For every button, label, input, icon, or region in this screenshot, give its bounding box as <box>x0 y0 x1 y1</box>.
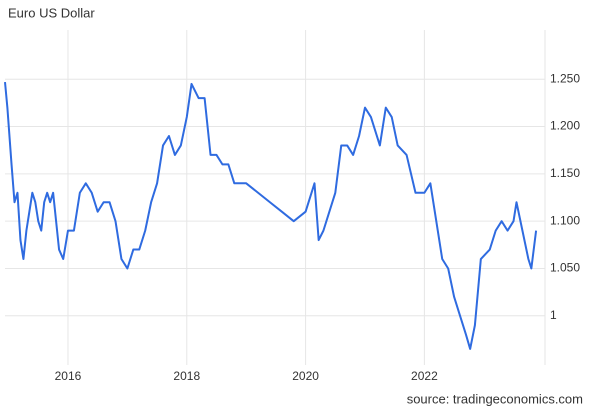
y-tick-label: 1.200 <box>550 119 580 133</box>
x-tick-label: 2020 <box>292 369 319 383</box>
chart-title: Euro US Dollar <box>8 5 95 20</box>
x-tick-label: 2022 <box>411 369 438 383</box>
y-tick-label: 1.050 <box>550 261 580 275</box>
y-tick-label: 1.100 <box>550 213 580 227</box>
x-tick-label: 2018 <box>173 369 200 383</box>
source: source: tradingeconomics.com <box>407 391 583 406</box>
y-tick-label: 1.150 <box>550 166 580 180</box>
line-series <box>4 81 538 350</box>
y-tick-label: 1 <box>550 308 557 322</box>
y-tick-label: 1.250 <box>550 71 580 85</box>
x-tick-label: 2016 <box>55 369 82 383</box>
